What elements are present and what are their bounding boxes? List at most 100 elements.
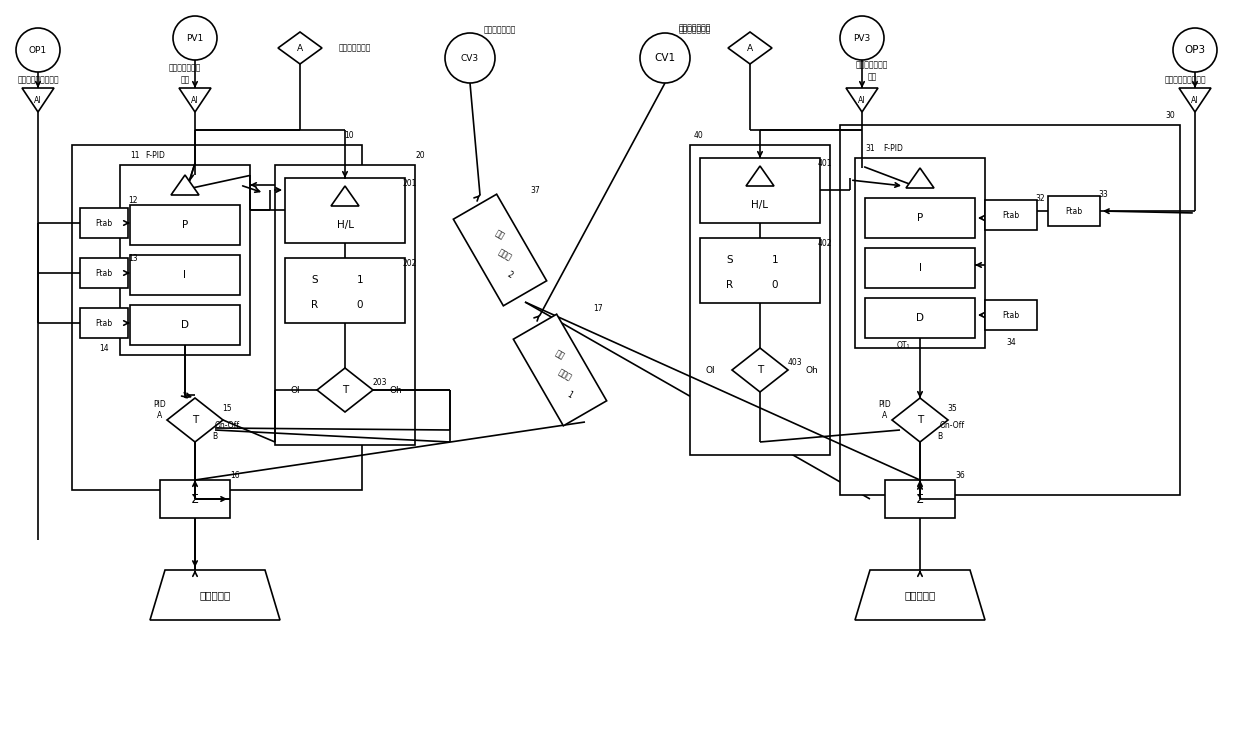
Text: 12: 12 xyxy=(128,195,138,204)
Text: D: D xyxy=(916,313,924,323)
Text: AI: AI xyxy=(35,96,42,105)
Bar xyxy=(985,200,1037,230)
Text: S: S xyxy=(727,255,733,265)
Text: I: I xyxy=(184,270,186,280)
Bar xyxy=(866,248,975,288)
Bar xyxy=(120,165,250,355)
Text: F-PID: F-PID xyxy=(883,144,903,153)
Bar xyxy=(81,308,128,338)
Text: I: I xyxy=(919,263,921,273)
Text: T: T xyxy=(916,415,923,425)
Text: H/L: H/L xyxy=(336,220,353,230)
Text: S: S xyxy=(311,275,319,285)
Text: AI: AI xyxy=(858,96,866,105)
Text: 33: 33 xyxy=(1099,189,1107,198)
Text: 快回路综合测量: 快回路综合测量 xyxy=(169,64,201,73)
Bar xyxy=(285,178,405,243)
Text: 30: 30 xyxy=(1166,111,1176,120)
Text: Ftab: Ftab xyxy=(95,319,113,328)
Text: Ol: Ol xyxy=(706,366,715,375)
Text: 35: 35 xyxy=(947,403,957,412)
Bar xyxy=(285,258,405,323)
Text: 控制器: 控制器 xyxy=(497,248,513,263)
Text: P: P xyxy=(916,213,923,223)
Text: A: A xyxy=(746,43,753,52)
Text: PID: PID xyxy=(879,399,892,408)
Text: 401: 401 xyxy=(817,159,832,168)
Bar xyxy=(701,238,820,303)
Text: T: T xyxy=(192,415,198,425)
Text: 慢回路运行工况信号: 慢回路运行工况信号 xyxy=(1164,76,1205,85)
Text: 控制器: 控制器 xyxy=(557,367,573,382)
Polygon shape xyxy=(150,570,280,620)
Text: Ftab: Ftab xyxy=(95,269,113,278)
Bar xyxy=(839,125,1180,495)
Text: 1: 1 xyxy=(565,390,574,400)
Text: 慢回路综合测量: 慢回路综合测量 xyxy=(856,61,888,70)
Polygon shape xyxy=(22,88,55,112)
Circle shape xyxy=(16,28,60,72)
Text: OP3: OP3 xyxy=(1184,45,1205,55)
Text: 11: 11 xyxy=(130,150,140,159)
Text: 16: 16 xyxy=(231,470,239,479)
Bar xyxy=(689,145,830,455)
Bar xyxy=(81,258,128,288)
Text: Σ: Σ xyxy=(916,492,924,506)
Text: 前馈: 前馈 xyxy=(554,349,567,361)
Text: On-Off: On-Off xyxy=(940,420,965,429)
Bar xyxy=(985,300,1037,330)
Bar xyxy=(130,255,241,295)
Text: B: B xyxy=(212,432,217,441)
Bar xyxy=(275,165,415,445)
Text: T: T xyxy=(756,365,763,375)
Bar xyxy=(130,205,241,245)
Text: T: T xyxy=(342,385,348,395)
Polygon shape xyxy=(171,175,198,195)
Bar xyxy=(160,480,229,518)
Polygon shape xyxy=(179,88,211,112)
Text: D: D xyxy=(181,320,188,330)
Polygon shape xyxy=(1179,88,1211,112)
Polygon shape xyxy=(856,570,985,620)
Text: CV1: CV1 xyxy=(655,53,676,63)
Text: OT₁: OT₁ xyxy=(897,340,910,349)
Text: R: R xyxy=(311,300,319,310)
Bar xyxy=(513,314,606,426)
Text: 0: 0 xyxy=(771,280,779,290)
Text: 202: 202 xyxy=(403,259,417,268)
Text: PV3: PV3 xyxy=(853,34,870,43)
Text: 13: 13 xyxy=(128,254,138,263)
Bar xyxy=(866,298,975,338)
Text: H/L: H/L xyxy=(751,200,769,210)
Text: 201: 201 xyxy=(403,179,417,188)
Text: 40: 40 xyxy=(693,130,703,139)
Polygon shape xyxy=(746,166,774,186)
Bar xyxy=(856,158,985,348)
Circle shape xyxy=(445,33,495,83)
Text: 快回路运行工况信号: 快回路运行工况信号 xyxy=(17,76,58,85)
Text: P: P xyxy=(182,220,188,230)
Text: 403: 403 xyxy=(787,358,802,367)
Text: 信号: 信号 xyxy=(180,76,190,85)
Text: CV3: CV3 xyxy=(461,54,479,63)
Bar xyxy=(885,480,955,518)
Text: 1: 1 xyxy=(357,275,363,285)
Text: 前馈: 前馈 xyxy=(494,229,506,241)
Text: 信号: 信号 xyxy=(867,73,877,82)
Polygon shape xyxy=(732,348,787,392)
Text: 34: 34 xyxy=(1006,337,1016,346)
Text: 31: 31 xyxy=(866,144,874,153)
Circle shape xyxy=(839,16,884,60)
Text: 快回路前馈信号: 快回路前馈信号 xyxy=(678,25,712,34)
Text: AI: AI xyxy=(1192,96,1199,105)
Text: 20: 20 xyxy=(415,150,425,159)
Text: 402: 402 xyxy=(817,239,832,248)
Text: OP1: OP1 xyxy=(29,46,47,55)
Text: 2: 2 xyxy=(506,270,515,280)
Circle shape xyxy=(1173,28,1216,72)
Circle shape xyxy=(640,33,689,83)
Text: Ftab: Ftab xyxy=(95,218,113,227)
Text: 203: 203 xyxy=(373,378,387,387)
Text: 36: 36 xyxy=(955,470,965,479)
Polygon shape xyxy=(331,186,360,206)
